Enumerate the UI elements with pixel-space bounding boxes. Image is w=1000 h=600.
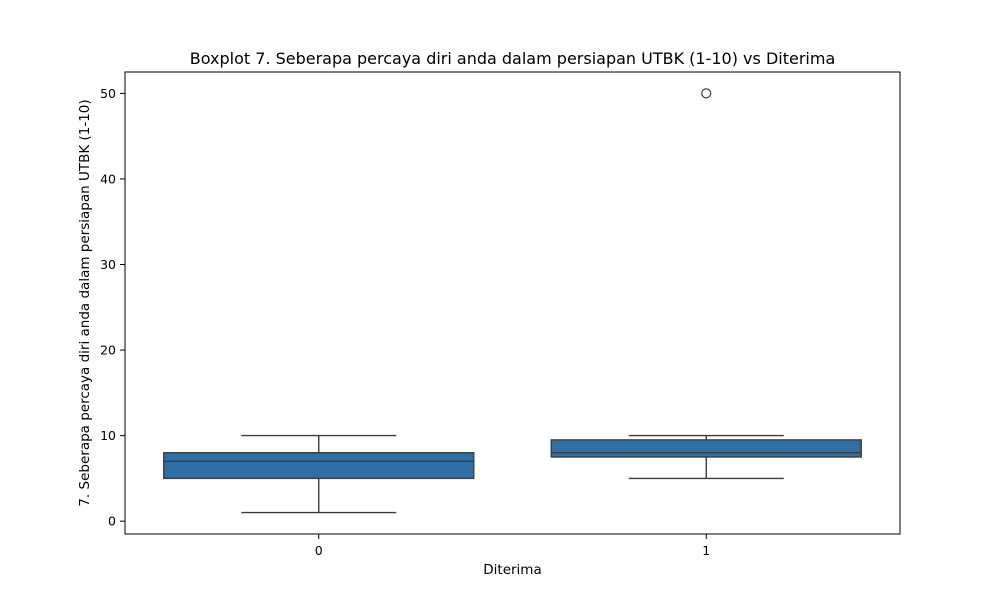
y-tick-label: 40 <box>100 171 116 186</box>
x-tick-label: 1 <box>702 543 710 558</box>
x-tick-label: 0 <box>315 543 323 558</box>
outlier-point <box>701 88 712 99</box>
box-group-1 <box>550 88 862 480</box>
y-tick-label: 0 <box>108 514 116 529</box>
axes: 0 10 20 30 40 50 0 1 <box>100 86 710 558</box>
y-tick-label: 10 <box>100 428 116 443</box>
y-axis-label: 7. Seberapa percaya diri anda dalam pers… <box>77 99 93 506</box>
plot-marks <box>163 88 862 514</box>
y-tick-label: 50 <box>100 86 116 101</box>
chart-title: Boxplot 7. Seberapa percaya diri anda da… <box>190 49 836 68</box>
x-axis-label: Diterima <box>483 562 541 578</box>
box-iqr <box>163 452 475 480</box>
box-iqr <box>550 439 862 458</box>
plot-frame <box>124 71 901 535</box>
y-tick-label: 30 <box>100 257 116 272</box>
y-tick-label: 20 <box>100 343 116 358</box>
box-group-0 <box>163 434 475 514</box>
